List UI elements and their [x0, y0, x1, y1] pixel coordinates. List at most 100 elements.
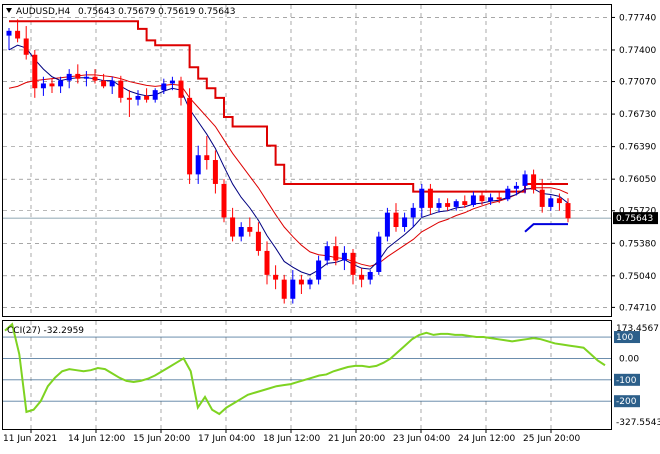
- candle-body: [496, 197, 502, 200]
- candle-body: [419, 188, 425, 208]
- candle-body: [402, 217, 408, 228]
- price-tick-label: 0.77740: [619, 13, 656, 23]
- candle-body: [92, 76, 98, 81]
- price-tick-label: 0.74710: [619, 303, 656, 313]
- cci-level-badge: [614, 373, 640, 386]
- candle-body: [505, 188, 511, 200]
- cci-min-label: -327.5543: [616, 418, 660, 428]
- symbol-timeframe: AUDUSD,H4: [16, 7, 71, 17]
- candle-body: [152, 90, 158, 100]
- cci-plot-frame: [2, 320, 612, 430]
- chart-menu-icon[interactable]: [6, 8, 12, 13]
- time-tick-label: 17 Jun 04:00: [198, 434, 255, 444]
- candle-body: [410, 207, 416, 218]
- candle-body: [23, 38, 29, 55]
- candle-body: [513, 185, 519, 189]
- candle-body: [333, 246, 339, 261]
- candle-body: [238, 227, 244, 237]
- candle-body: [565, 203, 571, 219]
- price-tick-label: 0.77400: [619, 46, 656, 56]
- cci-max-label: 173.4567: [616, 324, 659, 334]
- price-tick-label: 0.75720: [619, 207, 656, 217]
- candle-body: [195, 155, 201, 175]
- cci-level-badge: [614, 331, 640, 344]
- time-tick-label: 18 Jun 12:00: [263, 434, 320, 444]
- candle-body: [40, 83, 46, 89]
- candle-body: [178, 80, 184, 98]
- candle-body: [273, 274, 279, 280]
- candle-body: [341, 252, 347, 261]
- candle-body: [264, 250, 270, 275]
- ma-slow-line: [8, 74, 569, 267]
- candle-body: [367, 271, 373, 280]
- cci-level-label: 100: [616, 333, 633, 343]
- candle-body: [376, 236, 382, 272]
- time-tick-label: 25 Jun 20:00: [523, 434, 580, 444]
- candle-body: [393, 212, 399, 228]
- candle-body: [290, 279, 296, 299]
- candle-body: [66, 73, 72, 81]
- candle-body: [15, 30, 21, 39]
- current-price-marker: 0.75643: [613, 212, 658, 225]
- candle-body: [548, 198, 554, 207]
- candle-body: [556, 198, 562, 204]
- candle-body: [488, 197, 494, 202]
- candle-body: [281, 279, 287, 299]
- candle-body: [118, 80, 124, 98]
- candle-body: [49, 83, 55, 87]
- price-tick-label: 0.75380: [619, 239, 656, 249]
- time-tick-label: 24 Jun 12:00: [458, 434, 515, 444]
- candle-body: [359, 274, 365, 280]
- candle-body: [135, 95, 141, 100]
- candle-body: [212, 160, 218, 184]
- candle-body: [316, 260, 322, 280]
- cci-level-label: -100: [616, 376, 637, 386]
- time-tick-label: 11 Jun 2021: [3, 434, 57, 444]
- main-plot-frame: [2, 4, 612, 317]
- candle-body: [462, 201, 468, 205]
- price-tick-label: 0.77070: [619, 78, 656, 88]
- price-tick-label: 0.76730: [619, 110, 656, 120]
- envelope-lower-line: [524, 223, 568, 233]
- candle-body: [187, 97, 193, 175]
- time-tick-label: 21 Jun 20:00: [328, 434, 385, 444]
- candle-body: [83, 76, 89, 79]
- candle-body: [247, 227, 253, 232]
- cci-level-label: -200: [616, 397, 637, 407]
- candle-body: [522, 174, 528, 186]
- candle-body: [427, 188, 433, 208]
- envelope-upper-line: [9, 20, 568, 193]
- candle-body: [169, 80, 175, 84]
- candle-body: [109, 80, 115, 87]
- candle-body: [58, 80, 64, 87]
- price-tick-label: 0.76050: [619, 175, 656, 185]
- candle-body: [453, 201, 459, 207]
- time-tick-label: 14 Jun 12:00: [68, 434, 125, 444]
- candle-body: [445, 203, 451, 207]
- candle-body: [204, 155, 210, 161]
- candle-body: [298, 279, 304, 285]
- cci-level-label: 0.00: [619, 354, 639, 364]
- candle-body: [161, 83, 167, 91]
- price-tick-label: 0.76390: [619, 143, 656, 153]
- candle-body: [384, 212, 390, 237]
- candle-body: [436, 203, 442, 208]
- candle-body: [75, 73, 81, 79]
- cci-label: CCI(27) -32.2959: [7, 326, 84, 336]
- current-price-label: 0.75643: [616, 214, 653, 224]
- candle-body: [6, 30, 12, 36]
- candle-body: [470, 195, 476, 205]
- candle-body: [531, 174, 537, 190]
- candle-body: [144, 95, 150, 100]
- candle-body: [126, 97, 132, 100]
- candle-body: [350, 252, 356, 275]
- candle-body: [255, 231, 261, 251]
- candle-body: [32, 54, 38, 89]
- price-tick-label: 0.75040: [619, 272, 656, 282]
- candle-body: [230, 217, 236, 237]
- candle-body: [221, 183, 227, 218]
- candle-body: [539, 189, 545, 207]
- ohlc-quote: 0.75643 0.75679 0.75619 0.75643: [78, 7, 235, 17]
